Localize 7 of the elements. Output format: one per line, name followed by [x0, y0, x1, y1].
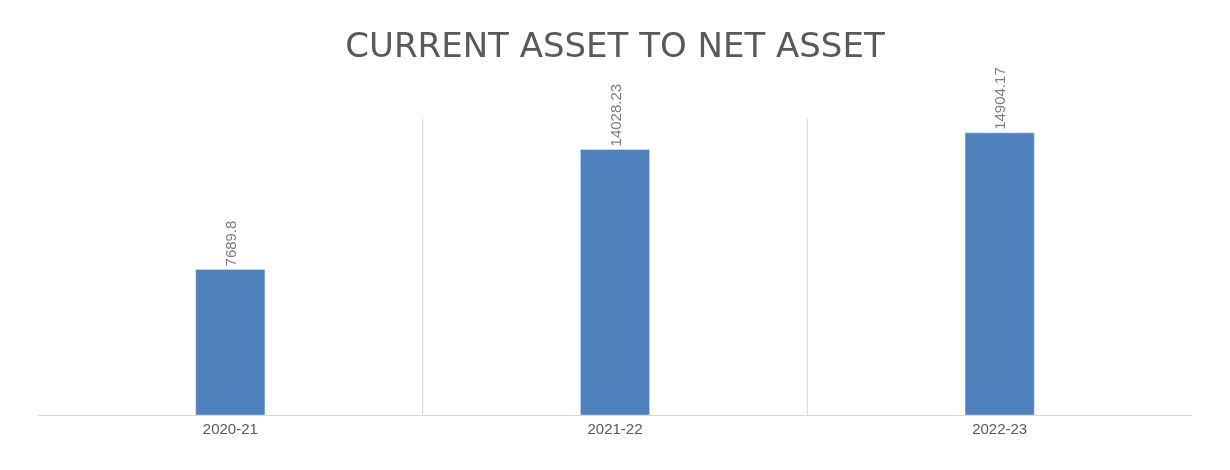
x-tick-label: 2021-22 [587, 420, 643, 437]
data-label: 14028.23 [606, 83, 624, 147]
data-label: 7689.8 [221, 220, 239, 267]
x-tick-label: 2020-21 [202, 420, 258, 437]
data-label: 14904.17 [991, 67, 1009, 130]
chart-title: CURRENT ASSET TO NET ASSET [345, 24, 885, 65]
x-tick-label: 2022-23 [972, 420, 1028, 437]
